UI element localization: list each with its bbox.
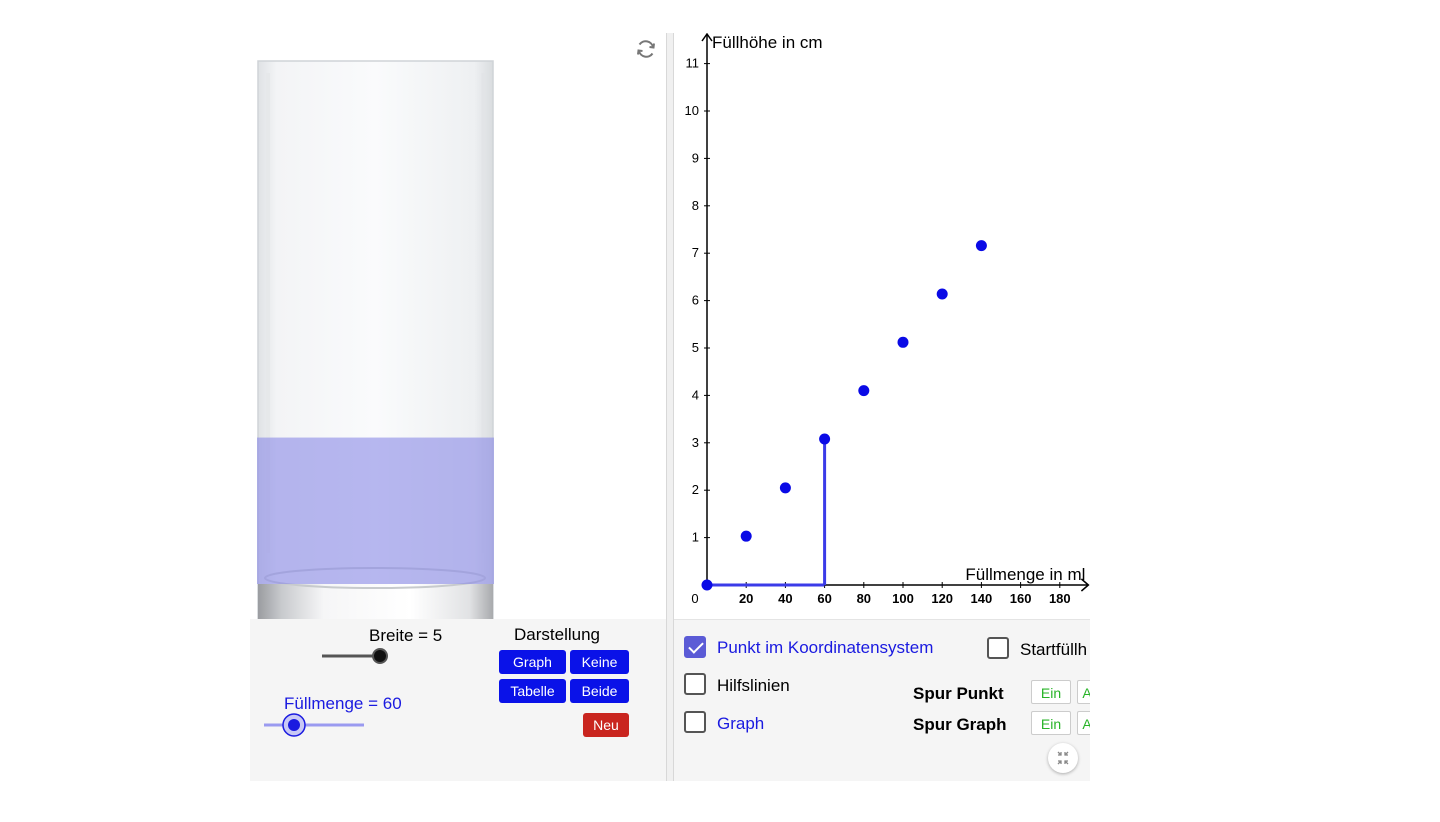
x-tick-label: 100 [892,591,914,606]
x-tick-label: 120 [931,591,953,606]
graph-checkbox-label[interactable]: Graph [717,714,765,733]
x-tick-label: 80 [857,591,871,606]
hilfslinien-checkbox-label[interactable]: Hilfslinien [717,676,790,695]
data-point [779,482,791,494]
fuellmenge-label: Füllmenge = 60 [284,694,402,713]
breite-slider-handle[interactable] [372,648,388,664]
tabelle-button[interactable]: Tabelle [499,679,566,703]
y-tick-label: 11 [686,56,700,71]
spur-graph-ein-button[interactable]: Ein [1031,711,1071,735]
data-point [936,288,948,300]
breite-label: Breite = 5 [369,626,443,645]
data-point [858,385,870,397]
spur-punkt-label: Spur Punkt [913,684,1004,703]
neu-button[interactable]: Neu [583,713,629,737]
water-fill [257,437,494,584]
y-tick-label: 5 [692,340,699,355]
x-tick-label: 180 [1049,591,1071,606]
startfuell-checkbox[interactable] [987,637,1009,659]
x-tick-label: 40 [778,591,792,606]
y-tick-label: 8 [692,198,699,213]
chart-svg: Füllmenge in ml Füllhöhe in cm 0 20 40 60 80 1… [685,33,1090,606]
spur-punkt-aus-button[interactable]: A [1077,680,1090,704]
spur-graph-aus-button[interactable]: A [1077,711,1090,735]
x-tick-label: 160 [1010,591,1032,606]
x-tick-label: 140 [971,591,993,606]
punkt-checkbox[interactable] [684,636,706,658]
y-axis-arrow [701,33,713,42]
data-point [975,240,987,252]
right-controls: Punkt im Koordinatensystem Startfüllh Hi… [674,619,1090,781]
darstellung-label: Darstellung [514,625,600,644]
y-tick-label: 4 [692,387,699,402]
data-point [819,433,831,445]
panel-divider[interactable] [666,33,674,781]
beide-button[interactable]: Beide [570,679,629,703]
data-point [740,530,752,542]
fuellmenge-slider[interactable] [260,713,370,737]
graph-button[interactable]: Graph [499,650,566,674]
origin-label: 0 [691,591,698,606]
graph-checkbox[interactable] [684,711,706,733]
glass-panel: Breite = 5 Füllmenge = 60 Darstellung Gr… [250,33,666,781]
x-axis-arrow [1080,578,1090,592]
y-tick-label: 6 [692,293,699,308]
spur-punkt-ein-button[interactable]: Ein [1031,680,1071,704]
spur-graph-label: Spur Graph [913,715,1007,734]
y-tick-label: 2 [692,482,699,497]
startfuell-checkbox-label[interactable]: Startfüllh [1020,640,1088,659]
glass-illustration [257,60,494,619]
y-tick-label: 3 [692,435,699,450]
data-point [897,336,909,348]
keine-button[interactable]: Keine [570,650,629,674]
y-axis-label: Füllhöhe in cm [712,33,823,52]
collapse-icon[interactable] [1048,743,1078,773]
x-axis-label: Füllmenge in ml [965,565,1085,584]
x-tick-label: 20 [739,591,753,606]
breite-slider[interactable] [314,645,404,667]
y-tick-label: 10 [685,103,699,118]
geogebra-applet: Breite = 5 Füllmenge = 60 Darstellung Gr… [250,33,1090,781]
punkt-checkbox-label[interactable]: Punkt im Koordinatensystem [717,638,934,657]
y-tick-label: 1 [692,530,699,545]
graphics-panel: Füllmenge in ml Füllhöhe in cm 0 20 40 60 80 1… [674,33,1090,781]
reset-icon[interactable] [634,37,658,61]
fuellmenge-slider-handle[interactable] [282,713,306,737]
x-tick-label: 60 [817,591,831,606]
y-tick-label: 7 [692,245,699,260]
y-tick-label: 9 [692,150,699,165]
data-point [701,579,713,591]
coordinate-system[interactable]: Füllmenge in ml Füllhöhe in cm 0 20 40 60 80 1… [674,33,1090,619]
hilfslinien-checkbox[interactable] [684,673,706,695]
